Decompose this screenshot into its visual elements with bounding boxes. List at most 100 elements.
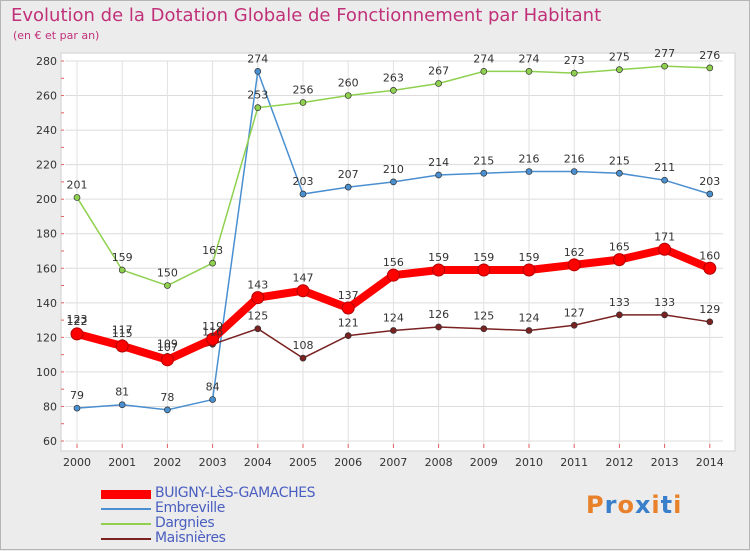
data-point: [386, 268, 400, 282]
axes: 60 80 100 120 140 160 180 200 220 240 260 280 2000 20…: [36, 55, 724, 469]
data-label: 160: [699, 249, 720, 262]
legend-item-dargnies: Dargnies: [101, 515, 401, 531]
data-label: 122: [67, 315, 88, 328]
data-point: [480, 68, 488, 75]
data-point: [254, 325, 262, 333]
y-tick-label: 220: [36, 159, 57, 172]
y-tick-label: 140: [36, 297, 57, 310]
data-label: 277: [654, 47, 675, 60]
data-label: 215: [609, 154, 630, 167]
x-tick-label: 2004: [244, 456, 272, 469]
data-label: 150: [157, 267, 178, 280]
data-label: 274: [247, 52, 268, 65]
legend: BUIGNY-LèS-GAMACHES Embreville Dargnies Mai…: [101, 485, 401, 546]
x-tick-label: 2013: [651, 456, 679, 469]
data-label: 109: [157, 337, 178, 350]
data-point: [706, 64, 714, 72]
data-point: [616, 66, 623, 73]
data-label: 216: [519, 153, 540, 166]
data-label: 108: [293, 339, 314, 352]
y-tick-label: 120: [36, 331, 57, 344]
x-tick-label: 2008: [425, 456, 453, 469]
logo-letter: t: [660, 491, 674, 519]
data-point: [661, 176, 668, 184]
data-label: 78: [160, 391, 174, 404]
data-label: 137: [338, 289, 359, 302]
y-tick-label: 280: [36, 55, 57, 68]
logo-letter: x: [634, 491, 652, 519]
x-tick-label: 2010: [515, 456, 543, 469]
data-label: 143: [247, 279, 268, 292]
data-label: 126: [428, 308, 449, 321]
y-tick-label: 260: [36, 90, 57, 103]
data-point: [661, 62, 668, 70]
data-point: [160, 353, 174, 367]
y-tick-label: 160: [36, 262, 57, 275]
data-label: 210: [383, 163, 404, 176]
data-label: 276: [699, 49, 720, 62]
x-tick-label: 2002: [153, 456, 181, 469]
data-point: [299, 354, 307, 362]
data-label: 119: [202, 320, 223, 333]
legend-item-embreville: Embreville: [101, 500, 401, 516]
data-point: [658, 242, 672, 256]
data-label: 124: [383, 311, 404, 324]
data-point: [661, 311, 668, 319]
data-point: [251, 291, 265, 305]
data-point: [435, 80, 442, 87]
data-label: 159: [519, 251, 540, 264]
legend-swatch: [101, 489, 151, 499]
x-tick-label: 2003: [199, 456, 227, 469]
data-point: [164, 282, 171, 289]
data-point: [570, 69, 578, 77]
legend-label: Dargnies: [155, 515, 215, 531]
data-label: 273: [564, 54, 585, 67]
series: [70, 62, 717, 414]
data-point: [164, 406, 171, 414]
data-point: [344, 332, 352, 339]
x-tick-label: 2012: [605, 456, 633, 469]
logo-letter: i: [651, 491, 661, 519]
data-label: 253: [247, 89, 268, 102]
data-point: [206, 332, 220, 346]
data-point: [522, 263, 536, 277]
chart-title: Evolution de la Dotation Globale de Fonc…: [11, 5, 602, 26]
data-point: [390, 87, 397, 94]
data-point: [344, 183, 352, 191]
x-tick-label: 2001: [108, 456, 136, 469]
data-label: 201: [67, 178, 88, 191]
data-label: 165: [609, 241, 630, 254]
data-point: [703, 261, 717, 275]
data-label: 115: [112, 327, 133, 340]
data-point: [299, 190, 307, 198]
data-label: 163: [202, 244, 223, 257]
data-label: 207: [338, 168, 359, 181]
data-label: 159: [112, 251, 133, 264]
data-label: 124: [519, 311, 540, 324]
data-point: [209, 396, 216, 403]
data-point: [480, 169, 488, 177]
legend-item-buigny-l-s-gamaches: BUIGNY-LèS-GAMACHES: [101, 485, 401, 501]
data-point: [390, 327, 397, 334]
data-point: [118, 266, 126, 274]
logo-letter: i: [673, 491, 683, 519]
data-label: 215: [473, 154, 494, 167]
data-point: [73, 404, 81, 412]
data-label: 162: [564, 246, 585, 259]
data-labels: 122 115 107 119 143 147 137 156 159 159 159 162 165 1…: [67, 47, 721, 404]
y-tick-label: 240: [36, 124, 57, 137]
data-point: [525, 327, 533, 334]
data-label: 147: [293, 272, 314, 285]
y-tick-label: 180: [36, 228, 57, 241]
legend-swatch: [101, 538, 151, 540]
data-point: [525, 68, 533, 75]
data-label: 256: [293, 83, 314, 96]
data-point: [706, 190, 714, 198]
data-label: 125: [473, 310, 494, 323]
data-point: [616, 311, 623, 319]
data-label: 263: [383, 71, 404, 84]
legend-label: BUIGNY-LèS-GAMACHES: [155, 485, 316, 501]
data-point: [706, 318, 714, 326]
logo-letter: r: [604, 491, 618, 519]
